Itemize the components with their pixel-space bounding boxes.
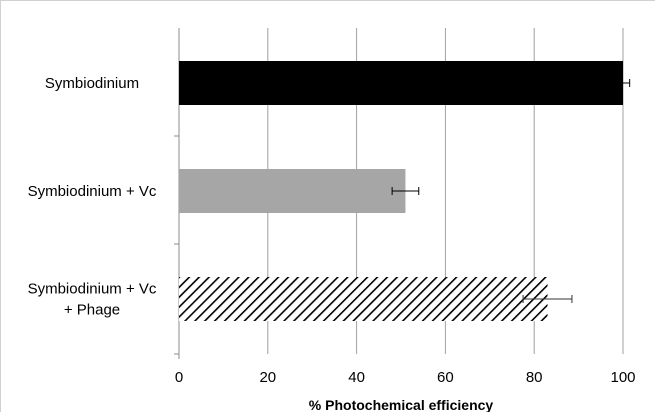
bars: [179, 61, 631, 321]
category-label-3: Symbiodinium + Vc: [28, 281, 157, 298]
x-axis-title: % Photochemical efficiency: [309, 397, 494, 412]
x-tick-label-40: 40: [348, 369, 365, 386]
x-tick-label-60: 60: [437, 369, 454, 386]
x-tick-label-20: 20: [259, 369, 276, 386]
bar-1: [179, 61, 623, 105]
bar-2: [179, 169, 406, 213]
x-tick-label-80: 80: [526, 369, 543, 386]
category-label-2: Symbiodinium + Vc: [28, 183, 157, 200]
x-tick-label-0: 0: [175, 369, 183, 386]
x-tick-label-100: 100: [610, 369, 635, 386]
bar-3: [179, 277, 548, 321]
category-label-1: Symbiodinium: [45, 75, 139, 92]
axes: [174, 28, 180, 359]
category-label-3: + Phage: [64, 302, 120, 319]
labels: 0 20 40 60 80 100 Symbiodinium Symbiodinium + V…: [28, 75, 636, 386]
